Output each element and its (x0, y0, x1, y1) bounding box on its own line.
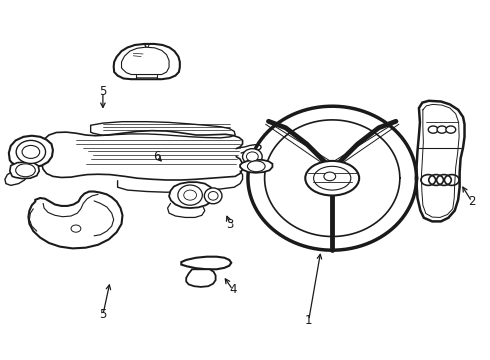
Polygon shape (416, 101, 465, 221)
Ellipse shape (305, 161, 359, 195)
Ellipse shape (265, 120, 400, 237)
Circle shape (324, 172, 336, 181)
Text: 6: 6 (153, 150, 161, 163)
Polygon shape (240, 160, 272, 173)
Polygon shape (114, 44, 180, 79)
Ellipse shape (247, 161, 265, 172)
Circle shape (437, 126, 447, 133)
Text: 3: 3 (226, 219, 234, 231)
Polygon shape (9, 136, 53, 167)
Circle shape (446, 126, 456, 133)
Ellipse shape (204, 188, 222, 204)
Circle shape (428, 126, 438, 133)
Text: 4: 4 (229, 283, 237, 296)
Polygon shape (91, 122, 235, 138)
Ellipse shape (184, 190, 196, 200)
Text: 1: 1 (305, 314, 313, 327)
Polygon shape (186, 269, 216, 287)
Ellipse shape (22, 145, 40, 158)
Polygon shape (5, 167, 30, 185)
Polygon shape (10, 162, 39, 179)
Polygon shape (169, 182, 214, 208)
Polygon shape (28, 192, 122, 248)
Ellipse shape (243, 149, 262, 165)
Ellipse shape (246, 152, 258, 161)
Text: 5: 5 (99, 309, 107, 321)
Circle shape (71, 225, 81, 232)
Ellipse shape (178, 185, 202, 205)
Text: 5: 5 (99, 85, 107, 98)
Text: 2: 2 (468, 195, 476, 208)
Polygon shape (181, 257, 231, 269)
Ellipse shape (314, 166, 351, 190)
Ellipse shape (16, 164, 35, 177)
Ellipse shape (16, 140, 46, 163)
Ellipse shape (208, 192, 218, 200)
